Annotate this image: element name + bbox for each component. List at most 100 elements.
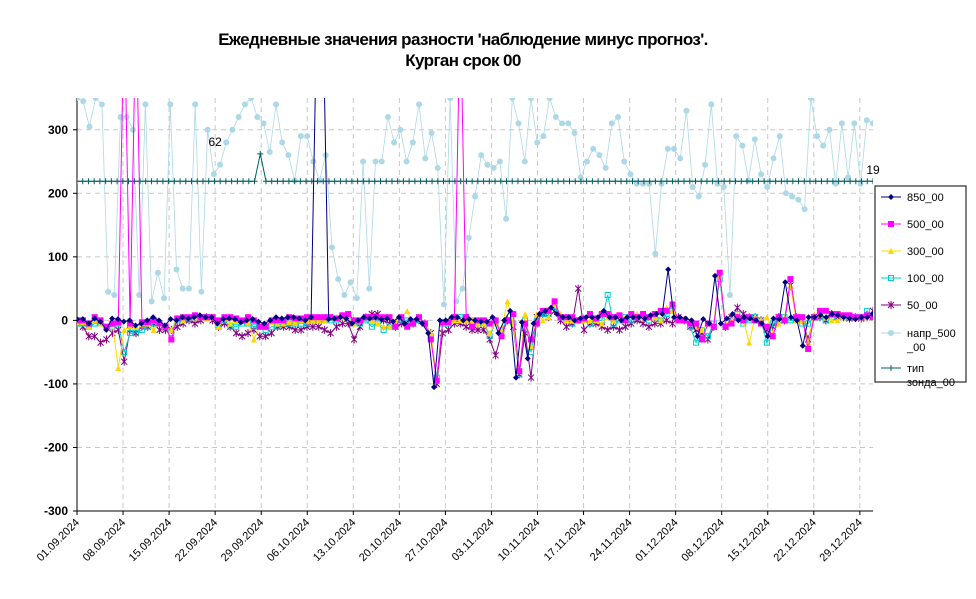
data-point bbox=[870, 311, 873, 318]
data-point bbox=[693, 320, 700, 327]
data-point bbox=[521, 158, 528, 165]
data-point bbox=[239, 317, 246, 324]
y-tick-label: 100 bbox=[48, 250, 68, 264]
data-point bbox=[291, 178, 298, 185]
data-point bbox=[590, 145, 597, 152]
data-point bbox=[120, 318, 127, 325]
data-point bbox=[571, 129, 578, 136]
data-point bbox=[266, 149, 273, 156]
data-point bbox=[604, 291, 611, 298]
data-point bbox=[543, 178, 550, 185]
data-point bbox=[244, 319, 251, 326]
data-point bbox=[179, 314, 186, 321]
data-point bbox=[651, 314, 658, 321]
y-tick-label: 200 bbox=[48, 186, 68, 200]
data-point bbox=[85, 332, 93, 341]
data-point bbox=[268, 178, 275, 185]
data-point bbox=[199, 178, 206, 185]
data-point bbox=[411, 178, 418, 185]
data-point bbox=[687, 320, 694, 327]
data-point bbox=[641, 315, 648, 322]
data-point bbox=[215, 317, 222, 324]
series-тип-зонда_00 bbox=[77, 150, 873, 185]
data-point bbox=[542, 307, 549, 314]
data-point bbox=[280, 178, 287, 185]
data-point bbox=[509, 98, 516, 101]
data-point bbox=[663, 307, 670, 314]
data-point bbox=[532, 178, 539, 185]
series-напр_500_00 bbox=[77, 98, 873, 308]
x-tick-label: 20.10.2024 bbox=[357, 517, 404, 564]
data-point bbox=[474, 325, 482, 334]
data-point bbox=[469, 178, 476, 185]
data-point bbox=[645, 322, 653, 331]
data-point bbox=[173, 266, 180, 273]
data-point bbox=[159, 178, 166, 185]
data-point bbox=[594, 314, 601, 321]
data-point bbox=[210, 171, 217, 178]
data-point bbox=[628, 311, 635, 318]
data-point bbox=[353, 295, 360, 302]
data-point bbox=[156, 320, 163, 327]
data-point bbox=[77, 98, 80, 101]
data-point bbox=[618, 178, 625, 185]
data-point bbox=[233, 323, 240, 330]
data-point bbox=[404, 307, 411, 314]
data-point bbox=[776, 133, 783, 140]
data-point bbox=[384, 114, 391, 121]
data-point bbox=[840, 314, 847, 321]
data-point bbox=[682, 315, 689, 322]
data-point bbox=[787, 276, 794, 283]
data-point bbox=[659, 311, 666, 318]
data-point bbox=[448, 314, 455, 321]
data-point bbox=[297, 178, 304, 185]
data-point bbox=[622, 317, 629, 324]
data-point bbox=[555, 178, 562, 185]
data-point bbox=[583, 158, 590, 165]
data-point bbox=[383, 178, 390, 185]
data-point bbox=[97, 318, 104, 325]
data-point bbox=[728, 320, 735, 327]
data-point bbox=[321, 314, 328, 321]
legend-swatch-marker bbox=[888, 365, 894, 371]
data-point bbox=[308, 314, 315, 321]
data-point bbox=[366, 285, 373, 292]
data-point bbox=[484, 161, 491, 168]
data-point bbox=[635, 314, 642, 321]
data-point bbox=[360, 158, 367, 165]
data-point bbox=[834, 317, 841, 324]
data-point bbox=[622, 322, 629, 331]
data-point bbox=[683, 107, 690, 114]
data-point bbox=[669, 319, 676, 328]
data-point bbox=[445, 319, 452, 326]
data-point bbox=[85, 323, 92, 330]
data-point bbox=[91, 332, 99, 341]
data-point bbox=[331, 315, 338, 322]
data-point bbox=[179, 285, 186, 292]
data-point bbox=[415, 314, 422, 321]
data-point bbox=[537, 178, 544, 185]
data-point bbox=[290, 314, 297, 321]
data-point bbox=[616, 312, 623, 319]
data-point bbox=[600, 307, 607, 314]
data-point bbox=[598, 311, 605, 318]
data-point bbox=[795, 178, 802, 185]
data-point bbox=[129, 126, 136, 133]
data-point bbox=[416, 101, 423, 108]
data-point bbox=[604, 311, 611, 318]
data-point bbox=[586, 311, 593, 318]
data-point bbox=[702, 161, 709, 168]
data-point bbox=[838, 120, 845, 127]
data-point bbox=[846, 312, 853, 319]
data-point bbox=[154, 178, 161, 185]
data-point bbox=[150, 326, 157, 333]
data-point bbox=[763, 339, 770, 346]
data-point bbox=[388, 178, 395, 185]
data-point bbox=[615, 114, 622, 121]
data-point bbox=[478, 152, 485, 159]
data-point bbox=[321, 325, 328, 334]
data-point bbox=[114, 316, 121, 323]
data-point bbox=[552, 114, 559, 121]
data-point bbox=[509, 178, 516, 185]
